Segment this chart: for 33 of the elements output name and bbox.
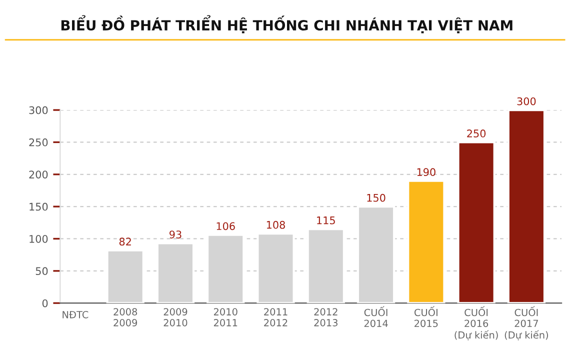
bar xyxy=(206,234,245,304)
data-label: 106 xyxy=(216,222,235,230)
bar xyxy=(507,110,546,304)
y-tick-label: 300 xyxy=(29,106,48,114)
chart-title: BIỂU ĐỒ PHÁT TRIỂN HỆ THỐNG CHI NHÁNH TẠI VIỆT NAM xyxy=(61,15,512,34)
x-tick-label: 2009 2010 xyxy=(164,308,188,326)
x-tick-label: CUỐI 2015 xyxy=(414,306,438,328)
bar xyxy=(407,180,446,304)
x-tick-label: CUỐI 2014 xyxy=(364,306,388,328)
x-tick-label: 2011 2012 xyxy=(264,308,288,326)
x-tick-label: CUỐI 2016 (Dự kiến) xyxy=(454,306,498,340)
y-tick-label: 150 xyxy=(30,202,48,211)
data-label: 108 xyxy=(266,220,285,229)
y-tick-label: 0 xyxy=(42,299,48,308)
y-tick-label: 200 xyxy=(29,170,48,178)
y-tick-label: 250 xyxy=(29,138,48,146)
x-tick-label: 2012 2013 xyxy=(314,308,338,326)
bar xyxy=(106,249,144,304)
data-label: 82 xyxy=(119,238,131,246)
data-label: 115 xyxy=(317,216,335,224)
x-tick-label: 2008 2009 xyxy=(114,308,138,326)
bar xyxy=(306,228,345,304)
data-label: 250 xyxy=(467,130,486,138)
text: NĐTC xyxy=(62,310,88,318)
data-label: 190 xyxy=(417,168,436,176)
data-label: 300 xyxy=(517,97,536,106)
x-tick-label: CUỐI 2017 (Dự kiến) xyxy=(504,306,548,340)
data-label: 93 xyxy=(170,230,182,238)
data-label: 150 xyxy=(367,194,386,202)
y-tick-label: 50 xyxy=(36,267,48,276)
y-tick-label: 100 xyxy=(30,234,48,243)
bar xyxy=(457,141,496,304)
x-tick-label: 2010 2011 xyxy=(214,308,238,326)
